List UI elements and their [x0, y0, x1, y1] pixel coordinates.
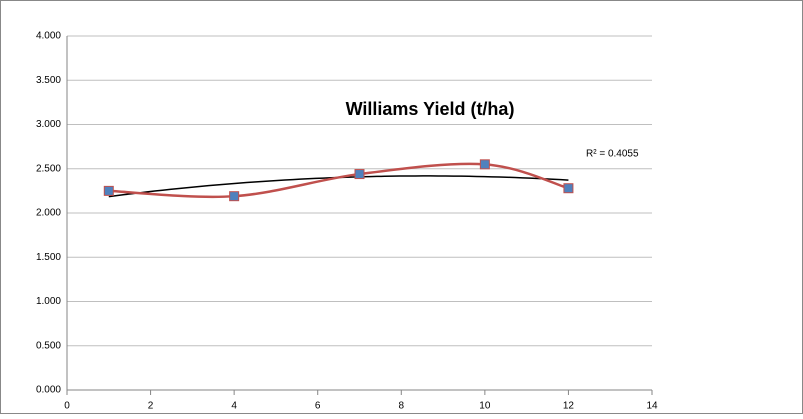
- y-tick-label: 2.000: [36, 208, 61, 219]
- y-tick-label: 3.500: [36, 75, 61, 86]
- x-tick-label: 4: [231, 401, 237, 412]
- marker: [479, 159, 490, 170]
- x-tick-label: 14: [646, 401, 658, 412]
- y-tick-label: 3.000: [36, 119, 61, 130]
- x-tick-label: 0: [64, 401, 70, 412]
- y-tick-label: 2.500: [36, 163, 61, 174]
- y-tick-label: 1.500: [36, 252, 61, 263]
- x-tick-label: 2: [148, 401, 154, 412]
- x-tick-label: 12: [563, 401, 575, 412]
- x-tick-label: 8: [399, 401, 405, 412]
- y-tick-label: 1.000: [36, 296, 61, 307]
- y-tick-label: 4.000: [36, 31, 61, 42]
- marker: [103, 185, 114, 196]
- chart-title: Williams Yield (t/ha): [346, 99, 515, 119]
- marker: [563, 183, 574, 194]
- marker: [354, 169, 365, 180]
- x-tick-label: 10: [479, 401, 491, 412]
- y-tick-label: 0.500: [36, 340, 61, 351]
- marker: [229, 191, 240, 202]
- x-tick-label: 6: [315, 401, 321, 412]
- trendline-label: R² = 0.4055: [586, 149, 639, 160]
- y-tick-label: 0.000: [36, 385, 61, 396]
